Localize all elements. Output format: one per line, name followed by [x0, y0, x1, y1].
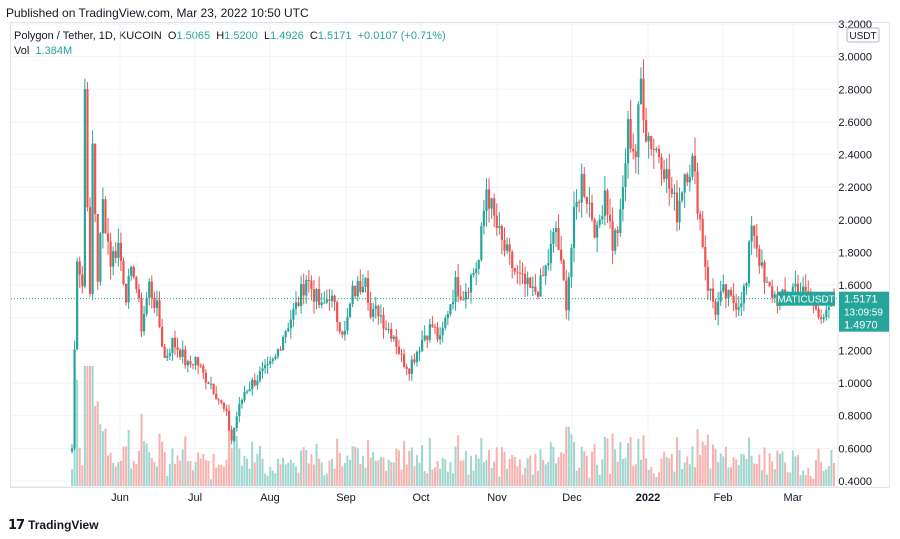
time-tick-label: Nov: [487, 492, 507, 504]
symbol-title: Polygon / Tether, 1D, KUCOIN: [14, 30, 162, 42]
close-label: C: [309, 30, 318, 42]
high-value: 1.5200: [224, 30, 258, 42]
time-tick-label: Feb: [714, 492, 733, 504]
tradingview-logo[interactable]: 𝟭𝟳 TradingView: [8, 517, 99, 533]
time-tick-label: Oct: [412, 492, 429, 504]
volume-label: Vol: [14, 45, 30, 57]
open-value: 1.5065: [176, 30, 211, 42]
low-label: L: [263, 30, 271, 42]
time-tick-label: 2022: [636, 492, 660, 504]
close-value: 1.5171: [317, 30, 352, 42]
time-axis: Jun Jul Aug Sep Oct Nov Dec 2022 Feb Mar: [11, 486, 838, 504]
chart-legend: Polygon / Tether, 1D, KUCOIN O1.5065 H1.…: [14, 29, 446, 44]
time-tick-label: Dec: [562, 492, 582, 504]
low-value: 1.4926: [270, 30, 304, 42]
volume-value: 1.384M: [35, 45, 73, 57]
change-value: +0.0107 (+0.71%): [357, 30, 446, 42]
time-tick-label: Jun: [111, 492, 129, 504]
time-tick-label: Mar: [784, 492, 803, 504]
high-label: H: [216, 30, 225, 42]
tradingview-logo-icon: 𝟭𝟳: [8, 517, 25, 532]
time-tick-label: Sep: [336, 492, 356, 504]
volume-legend: Vol 1.384M: [14, 45, 72, 57]
logo-text: TradingView: [28, 518, 99, 532]
chart-frame[interactable]: [10, 22, 890, 488]
published-caption: Published on TradingView.com, Mar 23, 20…: [6, 6, 309, 20]
time-tick-label: Aug: [260, 492, 280, 504]
open-label: O: [167, 30, 177, 42]
time-tick-label: Jul: [188, 492, 202, 504]
